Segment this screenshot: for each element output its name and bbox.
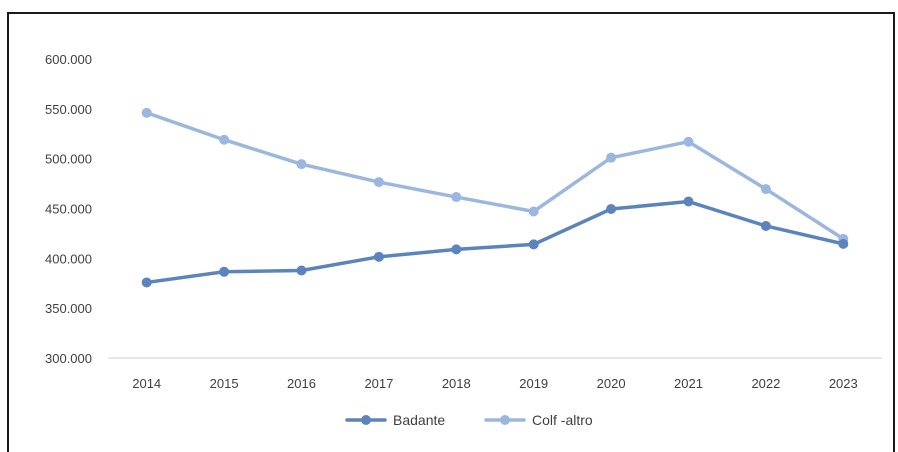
legend: Badante Colf -altro xyxy=(345,412,593,428)
data-point-colf-altro xyxy=(683,136,694,147)
data-point-colf-altro xyxy=(606,152,617,163)
y-tick-label: 550.000 xyxy=(45,102,92,117)
data-point-colf-altro xyxy=(451,192,462,203)
data-point-badante xyxy=(760,220,771,231)
data-point-badante xyxy=(296,265,307,276)
y-tick-label: 300.000 xyxy=(45,351,92,366)
series-layer xyxy=(141,107,849,288)
x-tick-label: 2019 xyxy=(519,376,548,391)
x-tick-label: 2015 xyxy=(210,376,239,391)
data-point-colf-altro xyxy=(219,134,230,145)
y-tick-label: 350.000 xyxy=(45,301,92,316)
data-point-badante xyxy=(683,196,694,207)
legend-swatch-marker xyxy=(361,415,371,425)
data-point-colf-altro xyxy=(373,177,384,188)
y-tick-label: 500.000 xyxy=(45,152,92,167)
legend-label: Colf -altro xyxy=(532,412,593,428)
data-point-badante xyxy=(451,244,462,255)
data-point-colf-altro xyxy=(760,184,771,195)
series-colf-altro xyxy=(141,107,849,244)
x-tick-label: 2017 xyxy=(364,376,393,391)
x-tick-label: 2016 xyxy=(287,376,316,391)
chart-frame xyxy=(7,12,895,452)
y-tick-label: 400.000 xyxy=(45,251,92,266)
data-point-badante xyxy=(838,238,849,249)
legend-item-colf-altro: Colf -altro xyxy=(484,412,593,428)
series-line-colf-altro xyxy=(144,111,846,241)
y-axis-tick-labels: 300.000 350.000 400.000 450.000 500.000 550.0… xyxy=(45,52,92,366)
x-tick-label: 2014 xyxy=(132,376,161,391)
data-point-badante xyxy=(373,251,384,262)
data-point-colf-altro xyxy=(141,107,152,118)
x-tick-label: 2020 xyxy=(597,376,626,391)
series-line-badante xyxy=(144,199,846,285)
data-point-badante xyxy=(606,203,617,214)
y-tick-label: 450.000 xyxy=(45,202,92,217)
data-point-badante xyxy=(528,239,539,250)
x-axis-tick-labels: 2014 2015 2016 2017 2018 2019 2020 2021 2022 2023 xyxy=(132,376,858,391)
legend-item-badante: Badante xyxy=(345,412,445,428)
data-point-badante xyxy=(141,277,152,288)
data-point-badante xyxy=(219,266,230,277)
series-badante xyxy=(141,196,849,288)
y-tick-label: 600.000 xyxy=(45,52,92,67)
legend-label: Badante xyxy=(393,412,445,428)
x-tick-label: 2022 xyxy=(751,376,780,391)
x-tick-label: 2018 xyxy=(442,376,471,391)
data-point-colf-altro xyxy=(528,206,539,217)
x-tick-label: 2021 xyxy=(674,376,703,391)
x-tick-label: 2023 xyxy=(829,376,858,391)
legend-swatch-marker xyxy=(500,415,510,425)
data-point-colf-altro xyxy=(296,159,307,170)
